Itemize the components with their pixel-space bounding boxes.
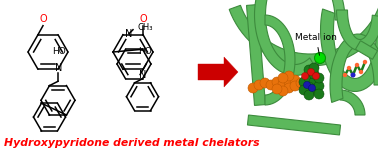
Circle shape: [272, 84, 282, 94]
Circle shape: [359, 70, 363, 74]
Bar: [242, 0, 378, 154]
Circle shape: [309, 69, 319, 79]
Circle shape: [290, 75, 300, 85]
Circle shape: [309, 77, 319, 87]
Polygon shape: [283, 0, 345, 20]
Circle shape: [307, 69, 314, 75]
Circle shape: [299, 77, 309, 87]
Circle shape: [284, 77, 294, 87]
Text: HO: HO: [52, 47, 66, 57]
Polygon shape: [321, 9, 378, 91]
Circle shape: [304, 73, 314, 83]
Circle shape: [302, 73, 308, 79]
Circle shape: [313, 73, 319, 79]
Circle shape: [266, 80, 276, 90]
Polygon shape: [340, 90, 365, 115]
Circle shape: [299, 85, 309, 95]
Polygon shape: [254, 0, 315, 75]
Text: N: N: [125, 29, 132, 39]
Circle shape: [363, 60, 367, 64]
Circle shape: [284, 83, 294, 93]
Circle shape: [314, 81, 324, 91]
Circle shape: [304, 90, 314, 100]
Text: O: O: [39, 14, 47, 24]
Circle shape: [272, 77, 282, 87]
Text: Metal ion: Metal ion: [295, 33, 337, 55]
Circle shape: [254, 80, 264, 90]
Circle shape: [314, 53, 325, 63]
Text: O: O: [139, 14, 147, 24]
Polygon shape: [265, 15, 295, 105]
Circle shape: [304, 81, 310, 89]
Circle shape: [278, 79, 288, 89]
Circle shape: [308, 85, 316, 91]
Circle shape: [304, 65, 314, 75]
Polygon shape: [229, 5, 378, 66]
Text: Hydroxypyridone derived metal chelators: Hydroxypyridone derived metal chelators: [4, 138, 260, 148]
Text: HO: HO: [138, 47, 152, 57]
Circle shape: [278, 73, 288, 83]
Polygon shape: [355, 41, 378, 59]
Circle shape: [260, 78, 270, 88]
Circle shape: [355, 63, 359, 67]
Polygon shape: [330, 34, 378, 102]
Circle shape: [304, 82, 314, 92]
Circle shape: [309, 85, 319, 95]
Circle shape: [347, 66, 351, 70]
Circle shape: [351, 73, 355, 77]
Text: CH₃: CH₃: [137, 23, 152, 32]
Circle shape: [296, 78, 306, 88]
Circle shape: [350, 73, 355, 77]
Circle shape: [314, 89, 324, 99]
Polygon shape: [246, 5, 265, 105]
Circle shape: [290, 81, 300, 91]
Circle shape: [284, 71, 294, 81]
Polygon shape: [248, 115, 341, 135]
Circle shape: [278, 86, 288, 96]
Circle shape: [314, 73, 324, 83]
Circle shape: [309, 63, 319, 73]
Text: N: N: [139, 70, 147, 80]
Polygon shape: [336, 10, 378, 51]
Circle shape: [343, 73, 347, 77]
Text: N: N: [55, 63, 63, 73]
Circle shape: [248, 83, 258, 93]
Polygon shape: [198, 57, 238, 87]
